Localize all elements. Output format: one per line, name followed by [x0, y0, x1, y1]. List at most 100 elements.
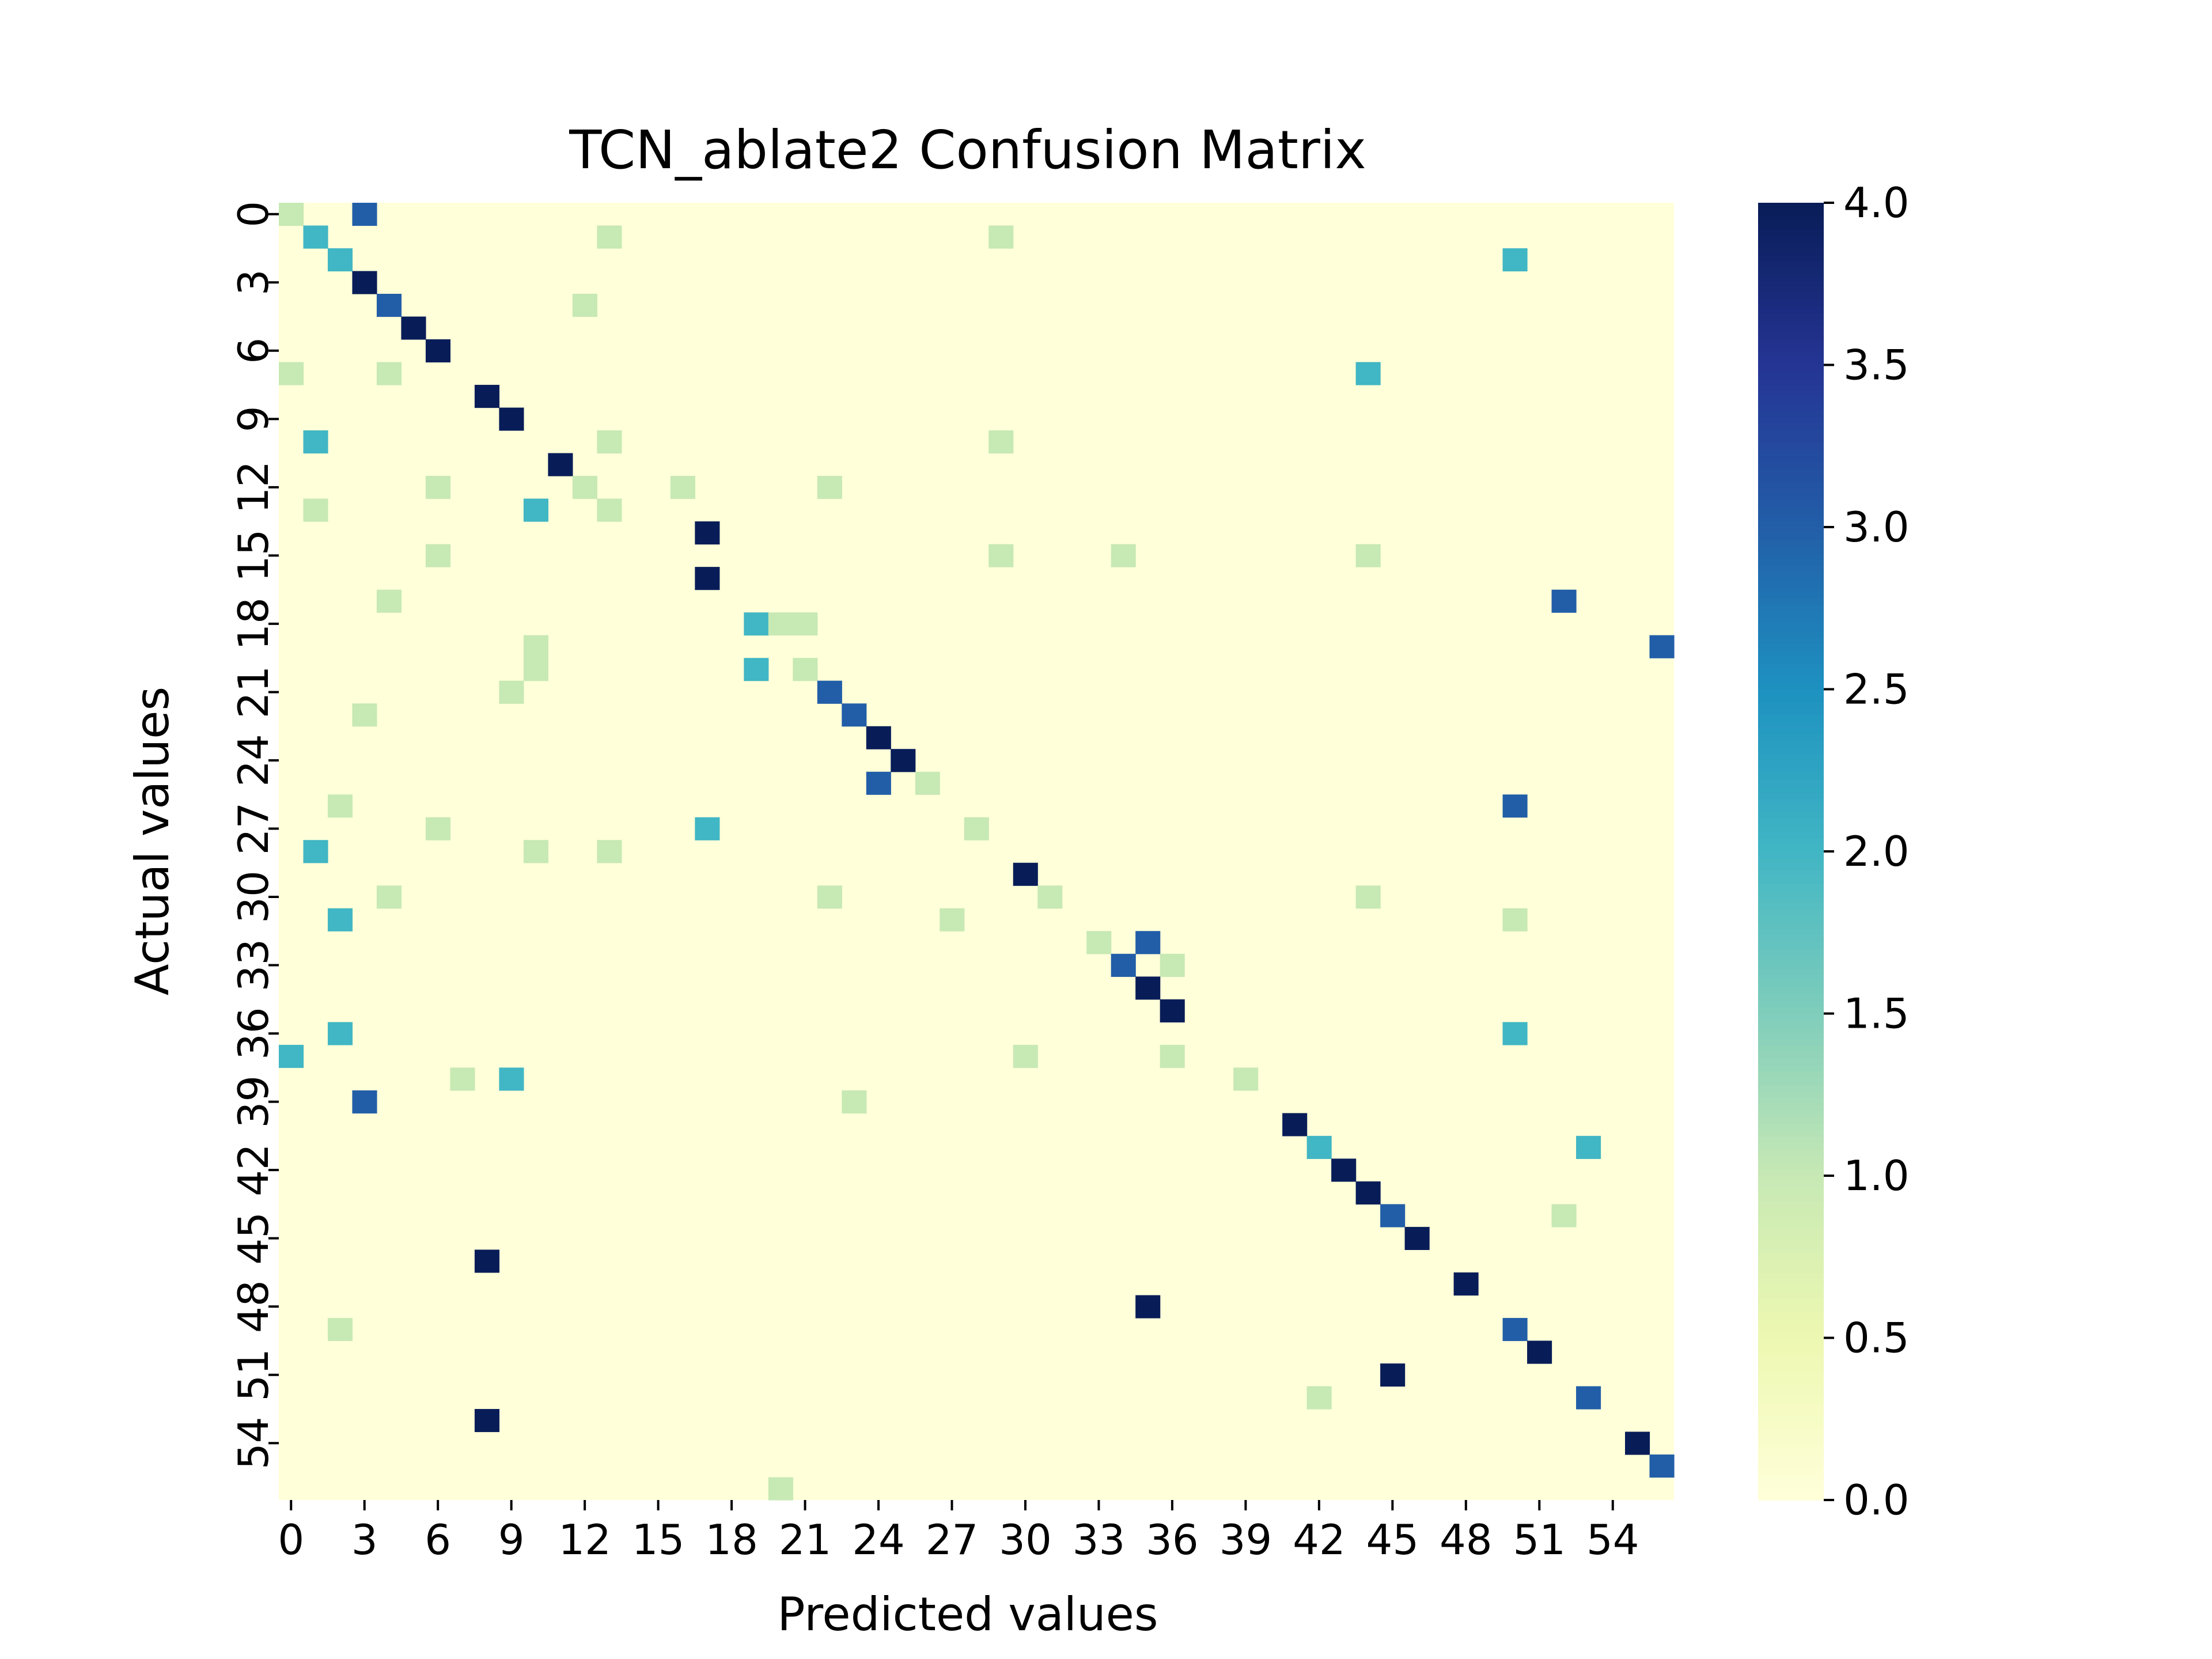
- heatmap-cell: [376, 885, 402, 909]
- heatmap-cell: [572, 476, 597, 499]
- heatmap-cell: [327, 794, 353, 818]
- heatmap-cell: [303, 430, 328, 454]
- colorbar-segment: [1758, 1318, 1824, 1325]
- heatmap-cell: [940, 908, 965, 931]
- colorbar-segment: [1758, 786, 1824, 794]
- colorbar-segment: [1758, 1137, 1824, 1144]
- colorbar-segment: [1758, 669, 1824, 677]
- colorbar-segment: [1758, 903, 1824, 910]
- colorbar-segment: [1758, 559, 1824, 567]
- colorbar-segment: [1758, 728, 1824, 735]
- colorbar-segment: [1758, 378, 1824, 385]
- colorbar-segment: [1758, 410, 1824, 418]
- colorbar-segment: [1758, 618, 1824, 625]
- colorbar-segment: [1758, 1059, 1824, 1066]
- colorbar-segment: [1758, 325, 1824, 333]
- colorbar-segment: [1758, 987, 1824, 995]
- colorbar-segment: [1758, 825, 1824, 832]
- colorbar-segment: [1758, 1221, 1824, 1228]
- heatmap-cell: [425, 817, 451, 840]
- x-tick-label: 48: [1440, 1516, 1493, 1564]
- x-tick-label: 12: [558, 1516, 611, 1564]
- heatmap-cell: [327, 248, 353, 272]
- colorbar-segment: [1758, 546, 1824, 554]
- heatmap-cell: [793, 612, 818, 636]
- colorbar-segment: [1758, 540, 1824, 547]
- colorbar-segment: [1758, 319, 1824, 327]
- colorbar-segment: [1758, 760, 1824, 768]
- x-tick-label: 54: [1586, 1516, 1639, 1564]
- colorbar-segment: [1758, 1123, 1824, 1131]
- heatmap-cell: [1551, 1204, 1577, 1228]
- colorbar-segment: [1758, 650, 1824, 657]
- colorbar-segment: [1758, 663, 1824, 671]
- colorbar-segment: [1758, 1448, 1824, 1455]
- y-tick-label: 24: [229, 734, 278, 787]
- colorbar-segment: [1758, 1298, 1824, 1306]
- colorbar-segment: [1758, 261, 1824, 268]
- y-tick-label: 6: [229, 338, 278, 364]
- colorbar-segment: [1758, 1480, 1824, 1488]
- colorbar-segment: [1758, 819, 1824, 826]
- heatmap-cell: [695, 567, 720, 590]
- heatmap-cell: [1331, 1158, 1357, 1182]
- y-tick-label: 15: [229, 529, 278, 582]
- heatmap-cell: [523, 658, 548, 681]
- heatmap-cell: [988, 544, 1014, 567]
- heatmap-cell: [1502, 794, 1528, 818]
- heatmap-cell: [279, 1044, 304, 1068]
- y-tick-label: 27: [229, 802, 278, 855]
- heatmap-cell: [1649, 635, 1675, 658]
- colorbar-segment: [1758, 365, 1824, 372]
- colorbar-segment: [1758, 1389, 1824, 1397]
- y-tick-label: 48: [229, 1280, 278, 1333]
- colorbar-segment: [1758, 793, 1824, 800]
- colorbar-segment: [1758, 884, 1824, 891]
- x-tick-label: 27: [926, 1516, 979, 1564]
- colorbar-segment: [1758, 1039, 1824, 1047]
- heatmap-cell: [1135, 1295, 1161, 1319]
- colorbar-segment: [1758, 715, 1824, 722]
- colorbar-segment: [1758, 961, 1824, 969]
- colorbar-segment: [1758, 287, 1824, 294]
- colorbar-segment: [1758, 1104, 1824, 1111]
- colorbar-segment: [1758, 1363, 1824, 1371]
- colorbar-segment: [1758, 916, 1824, 923]
- heatmap-cell: [352, 703, 377, 727]
- colorbar-segment: [1758, 1097, 1824, 1105]
- heatmap-cell: [425, 339, 451, 363]
- colorbar-segment: [1758, 974, 1824, 982]
- colorbar-segment: [1758, 1461, 1824, 1468]
- heatmap-cell: [1502, 248, 1528, 272]
- x-tick-label: 33: [1073, 1516, 1126, 1564]
- colorbar-segment: [1758, 579, 1824, 586]
- colorbar-segment: [1758, 1324, 1824, 1332]
- colorbar-segment: [1758, 605, 1824, 612]
- colorbar-segment: [1758, 1085, 1824, 1092]
- colorbar-segment: [1758, 436, 1824, 444]
- colorbar-tick-label: 3.5: [1843, 341, 1910, 389]
- heatmap-cell: [1355, 1181, 1381, 1205]
- heatmap-cell: [842, 703, 867, 727]
- colorbar-segment: [1758, 754, 1824, 761]
- heatmap-cell: [597, 498, 622, 522]
- heatmap-cell: [1355, 362, 1381, 385]
- colorbar-segment: [1758, 851, 1824, 858]
- heatmap-cell: [597, 430, 622, 454]
- heatmap-cell: [1576, 1135, 1601, 1159]
- colorbar-segment: [1758, 1377, 1824, 1384]
- colorbar-segment: [1758, 683, 1824, 690]
- y-tick-label: 12: [229, 461, 278, 514]
- colorbar-segment: [1758, 1292, 1824, 1300]
- colorbar-segment: [1758, 468, 1824, 476]
- colorbar-segment: [1758, 1169, 1824, 1176]
- heatmap-cell: [425, 476, 451, 499]
- colorbar-tick-label: 3.0: [1843, 503, 1910, 551]
- colorbar-segment: [1758, 404, 1824, 411]
- heatmap-cell: [499, 407, 524, 431]
- heatmap-cell: [695, 521, 720, 545]
- colorbar-segment: [1758, 1441, 1824, 1449]
- heatmap-cell: [744, 612, 769, 636]
- colorbar-segment: [1758, 955, 1824, 963]
